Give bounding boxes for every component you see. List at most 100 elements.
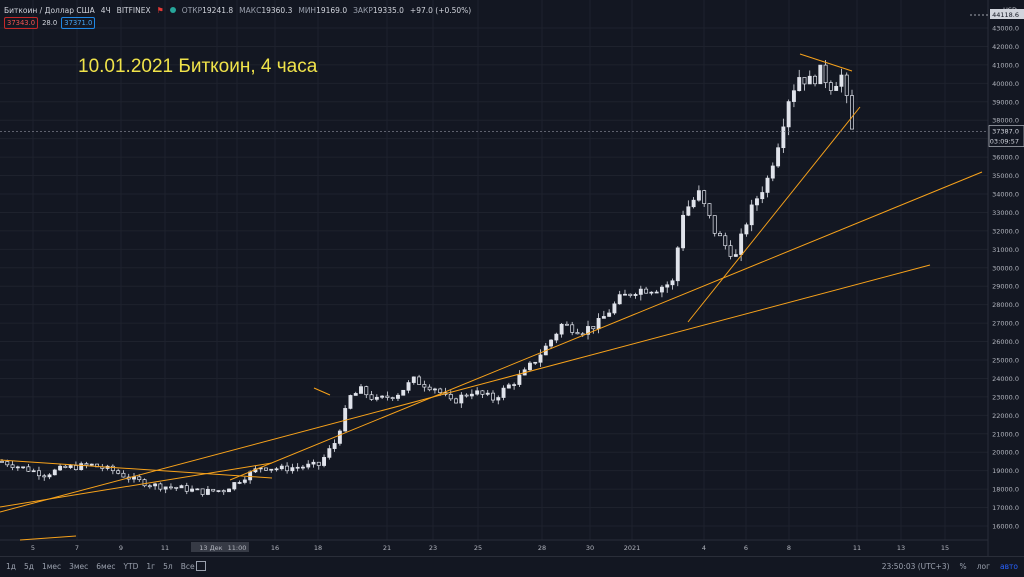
candle-body (168, 486, 173, 489)
interval-label[interactable]: 4Ч (100, 5, 111, 15)
candle-body (464, 394, 469, 397)
symbol-name[interactable]: Биткоин / Доллар США (4, 5, 95, 15)
x-tick-label: 28 (538, 544, 546, 552)
candle-body (802, 77, 807, 85)
candle-body (5, 461, 10, 466)
candle-body (15, 466, 20, 469)
y-tick-label: 38000.0 (992, 117, 1019, 125)
range-1m[interactable]: 1мес (41, 562, 62, 571)
range-5y[interactable]: 5л (163, 562, 173, 571)
candle-body (807, 75, 812, 85)
candle-body (813, 75, 817, 85)
candle-body (517, 374, 522, 385)
candle-body (295, 466, 300, 469)
bid-price[interactable]: 37343.0 (4, 17, 39, 29)
candle-body (211, 488, 216, 492)
candle-body (385, 395, 390, 398)
candle-body (559, 323, 564, 335)
open-label: ОТКР (181, 5, 203, 15)
candle-body (686, 206, 691, 216)
candle-body (269, 468, 274, 471)
close-value: 19335.0 (372, 5, 404, 15)
candle-body (205, 488, 210, 495)
candle-body (390, 397, 395, 399)
y-tick-label: 34000.0 (992, 191, 1019, 199)
candle-body (702, 190, 707, 204)
candle-body (0, 461, 4, 463)
ask-price[interactable]: 37371.0 (61, 17, 96, 29)
price-chart[interactable]: 16000.0 17000.0 18000.0 19000.0 20000.0 21000… (0, 0, 1024, 556)
auto-toggle[interactable]: авто (1000, 562, 1018, 571)
percent-toggle[interactable]: % (959, 562, 967, 571)
range-6m[interactable]: 6мес (96, 562, 116, 571)
candle-body (179, 485, 184, 489)
candle-body (300, 466, 305, 469)
candle-body (570, 324, 575, 333)
candle-body (506, 384, 511, 389)
candle-body (237, 482, 242, 484)
candle-body (190, 488, 195, 492)
candle-body (195, 488, 200, 491)
x-tick-label: 8 (787, 544, 791, 552)
candle-body (512, 384, 517, 386)
range-5d[interactable]: 5д (23, 562, 34, 571)
candle-body (728, 245, 733, 257)
candle-body (850, 95, 854, 130)
candle-body (828, 82, 833, 91)
candle-body (68, 465, 73, 468)
candle-body (644, 288, 649, 294)
candle-body (158, 483, 163, 490)
clock-label[interactable]: 23:50:03 (UTC+3) (881, 562, 950, 571)
candle-body (549, 339, 554, 347)
y-tick-label: 40000.0 (992, 80, 1019, 88)
x-tick-label: 4 (702, 544, 706, 552)
y-tick-label: 18000.0 (992, 486, 1019, 494)
candle-body (422, 384, 427, 388)
x-tick-label: 11 (161, 544, 169, 552)
x-tick-label: 13 Дек '20 (199, 544, 234, 552)
y-tick-label: 25000.0 (992, 357, 1019, 365)
y-tick-label: 33000.0 (992, 209, 1019, 217)
candle-body (818, 64, 823, 85)
trendline (799, 53, 853, 72)
candle-body (723, 235, 728, 247)
candle-body (52, 469, 57, 476)
log-toggle[interactable]: лог (976, 562, 991, 571)
calendar-icon[interactable] (196, 561, 206, 571)
candle-body (765, 177, 770, 193)
candle-body (654, 291, 659, 294)
trendline (0, 264, 931, 513)
range-ytd[interactable]: YTD (123, 562, 139, 571)
candle-body (554, 333, 559, 341)
y-tick-label: 17000.0 (992, 504, 1019, 512)
candle-body (110, 465, 115, 472)
candle-body (396, 394, 400, 399)
bottom-toolbar: 1д 5д 1мес 3мес 6мес YTD 1г 5л Все 23:50… (0, 556, 1024, 577)
candle-body (147, 485, 152, 488)
candle-body (285, 465, 290, 472)
candle-body (591, 326, 596, 330)
flag-icon[interactable]: ⚑ (156, 5, 164, 15)
candle-body (707, 203, 712, 216)
y-tick-label: 36000.0 (992, 154, 1019, 162)
countdown-label: 03:09:57 (990, 138, 1019, 146)
candle-body (427, 386, 432, 391)
candle-body (364, 386, 369, 396)
x-tick-label: 13 (897, 544, 905, 552)
low-label: МИН (298, 5, 317, 15)
candle-body (491, 392, 495, 401)
candle-body (47, 474, 52, 478)
candle-body (670, 280, 675, 286)
candle-body (564, 323, 569, 326)
spread-value: 28.0 (42, 19, 58, 27)
range-3m[interactable]: 3мес (69, 562, 89, 571)
y-tick-label: 30000.0 (992, 264, 1019, 272)
right-tools: 23:50:03 (UTC+3) % лог авто (882, 562, 1018, 571)
range-1d[interactable]: 1д (6, 562, 16, 571)
range-1y[interactable]: 1г (146, 562, 156, 571)
candle-body (290, 467, 295, 472)
range-all[interactable]: Все (180, 562, 195, 571)
candle-body (607, 312, 612, 317)
candle-body (601, 316, 606, 319)
y-tick-label: 26000.0 (992, 338, 1019, 346)
